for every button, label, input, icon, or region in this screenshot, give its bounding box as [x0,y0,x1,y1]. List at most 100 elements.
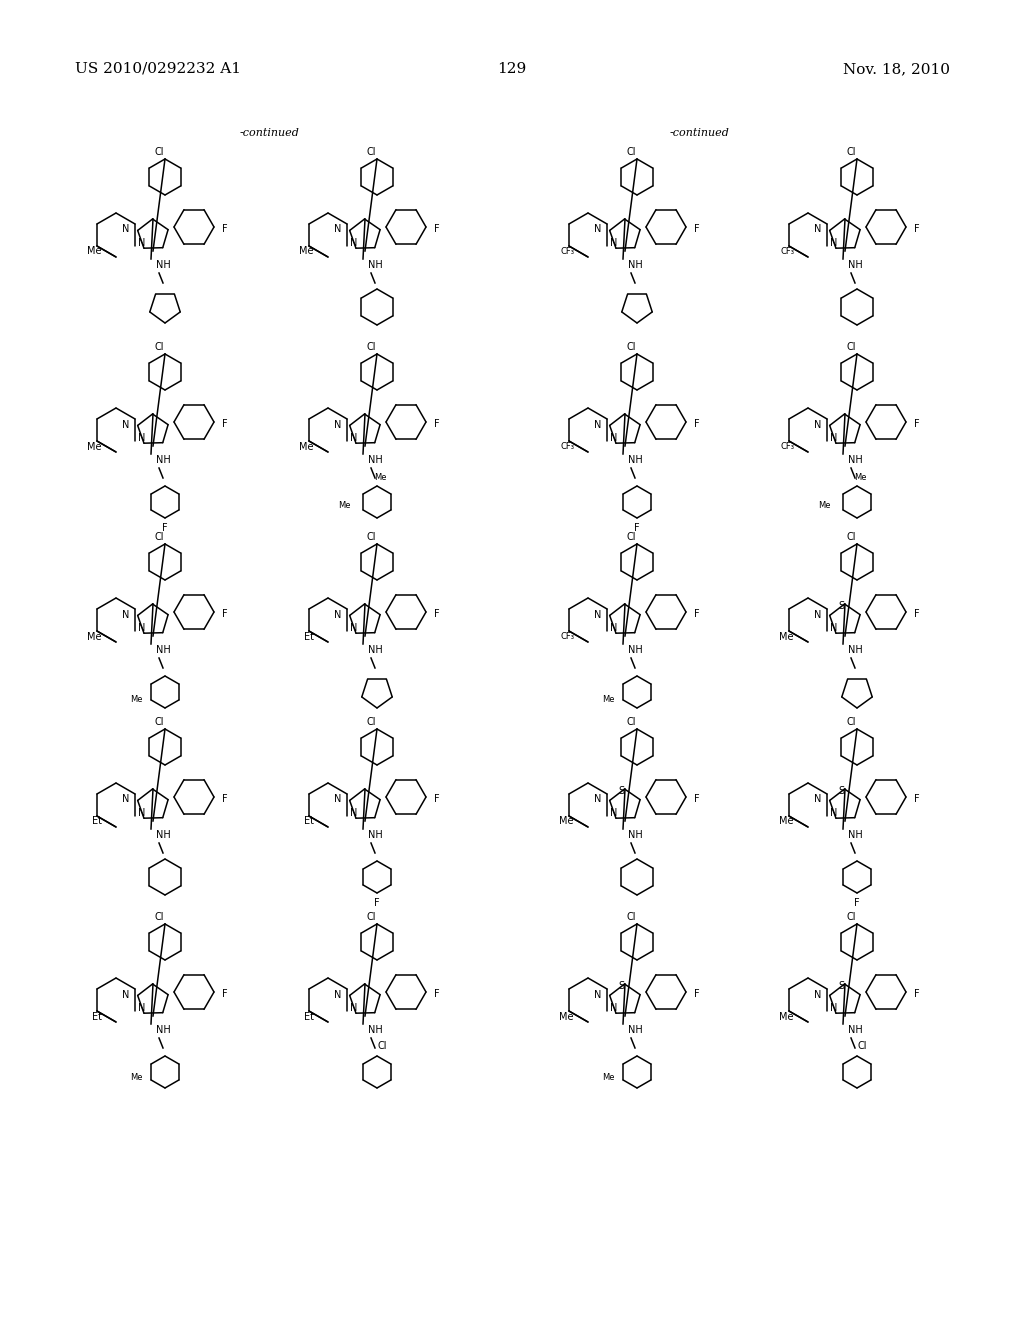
Text: Cl: Cl [155,342,164,352]
Text: F: F [222,224,227,234]
Text: S: S [839,981,845,990]
Text: NH: NH [368,455,382,465]
Text: CF₃: CF₃ [780,442,795,451]
Text: Cl: Cl [627,342,636,352]
Text: Nov. 18, 2010: Nov. 18, 2010 [843,62,950,77]
Text: -continued: -continued [240,128,300,139]
Text: N: N [594,795,601,804]
Text: F: F [694,989,699,999]
Text: N: N [350,433,357,444]
Text: N: N [610,808,617,818]
Text: F: F [854,898,860,908]
Text: F: F [694,224,699,234]
Text: Cl: Cl [627,532,636,543]
Text: N: N [334,795,341,804]
Text: Cl: Cl [847,342,856,352]
Text: Cl: Cl [367,717,377,727]
Text: Et: Et [92,1011,101,1022]
Text: NH: NH [156,1026,170,1035]
Text: N: N [334,990,341,999]
Text: Cl: Cl [155,147,164,157]
Text: N: N [350,808,357,818]
Text: N: N [830,623,838,634]
Text: Cl: Cl [847,532,856,543]
Text: F: F [914,989,920,999]
Text: F: F [162,523,168,533]
Text: N: N [350,623,357,634]
Text: NH: NH [368,260,382,271]
Text: Cl: Cl [627,912,636,921]
Text: NH: NH [156,260,170,271]
Text: Cl: Cl [367,912,377,921]
Text: N: N [350,1003,357,1012]
Text: Me: Me [87,631,101,642]
Text: Me: Me [559,1011,573,1022]
Text: N: N [122,420,129,429]
Text: Me: Me [854,473,866,482]
Text: N: N [334,224,341,235]
Text: NH: NH [628,645,642,655]
Text: N: N [334,610,341,619]
Text: NH: NH [848,455,862,465]
Text: Cl: Cl [367,342,377,352]
Text: Me: Me [779,817,794,826]
Text: N: N [334,420,341,429]
Text: N: N [813,610,821,619]
Text: N: N [122,990,129,999]
Text: S: S [839,601,845,611]
Text: N: N [594,224,601,235]
Text: N: N [610,433,617,444]
Text: N: N [594,420,601,429]
Text: Me: Me [339,500,351,510]
Text: Et: Et [304,631,313,642]
Text: NH: NH [848,260,862,271]
Text: N: N [350,238,357,248]
Text: Cl: Cl [367,532,377,543]
Text: N: N [122,795,129,804]
Text: CF₃: CF₃ [780,247,795,256]
Text: F: F [914,609,920,619]
Text: NH: NH [156,455,170,465]
Text: CF₃: CF₃ [561,632,574,642]
Text: -continued: -continued [670,128,730,139]
Text: Cl: Cl [155,532,164,543]
Text: Cl: Cl [155,717,164,727]
Text: N: N [830,1003,838,1012]
Text: Me: Me [818,500,831,510]
Text: NH: NH [368,1026,382,1035]
Text: NH: NH [848,645,862,655]
Text: Cl: Cl [627,717,636,727]
Text: Et: Et [304,817,313,826]
Text: F: F [434,795,439,804]
Text: N: N [813,224,821,235]
Text: F: F [374,898,380,908]
Text: US 2010/0292232 A1: US 2010/0292232 A1 [75,62,241,77]
Text: NH: NH [628,455,642,465]
Text: Et: Et [92,817,101,826]
Text: Cl: Cl [377,1041,387,1051]
Text: NH: NH [156,645,170,655]
Text: Me: Me [779,631,794,642]
Text: Me: Me [130,696,143,705]
Text: Me: Me [602,1072,615,1081]
Text: F: F [222,609,227,619]
Text: N: N [594,610,601,619]
Text: F: F [222,418,227,429]
Text: N: N [138,808,145,818]
Text: NH: NH [628,1026,642,1035]
Text: N: N [138,1003,145,1012]
Text: NH: NH [628,830,642,840]
Text: Me: Me [87,441,101,451]
Text: Me: Me [130,1072,143,1081]
Text: F: F [222,795,227,804]
Text: Cl: Cl [857,1041,866,1051]
Text: 129: 129 [498,62,526,77]
Text: N: N [830,238,838,248]
Text: Cl: Cl [155,912,164,921]
Text: Cl: Cl [847,912,856,921]
Text: N: N [813,795,821,804]
Text: F: F [434,609,439,619]
Text: N: N [610,623,617,634]
Text: Et: Et [304,1011,313,1022]
Text: S: S [618,785,625,796]
